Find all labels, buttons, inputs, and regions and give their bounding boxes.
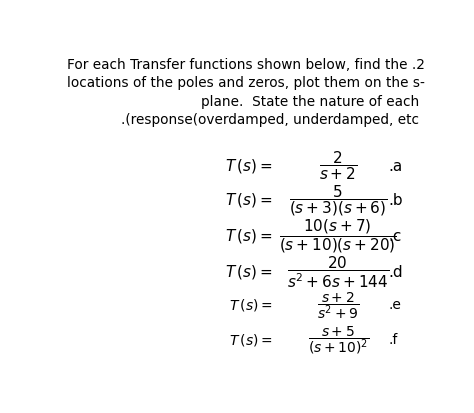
Text: $\dfrac{10(s+7)}{(s+10)(s+20)}$: $\dfrac{10(s+7)}{(s+10)(s+20)}$: [280, 217, 397, 254]
Text: .b: .b: [388, 192, 402, 207]
Text: $\dfrac{s+2}{s^{2}+9}$: $\dfrac{s+2}{s^{2}+9}$: [317, 289, 360, 320]
Text: $\mathit{T}\,(\mathit{s}) =$: $\mathit{T}\,(\mathit{s}) =$: [225, 263, 272, 280]
Text: $\mathit{T}\,(\mathit{s}) =$: $\mathit{T}\,(\mathit{s}) =$: [228, 297, 272, 313]
Text: .(response(overdamped, underdamped, etc: .(response(overdamped, underdamped, etc: [121, 113, 419, 127]
Text: $\mathit{T}\,(\mathit{s}) =$: $\mathit{T}\,(\mathit{s}) =$: [225, 227, 272, 244]
Text: $\mathit{T}\,(\mathit{s}) =$: $\mathit{T}\,(\mathit{s}) =$: [228, 332, 272, 348]
Text: $\mathit{T}\,(\mathit{s}) =$: $\mathit{T}\,(\mathit{s}) =$: [225, 157, 272, 175]
Text: .e: .e: [388, 298, 401, 311]
Text: $\mathit{T}\,(\mathit{s}) =$: $\mathit{T}\,(\mathit{s}) =$: [225, 191, 272, 209]
Text: $\dfrac{20}{s^{2}+6s+144}$: $\dfrac{20}{s^{2}+6s+144}$: [287, 254, 390, 289]
Text: .a: .a: [388, 158, 402, 173]
Text: plane.  State the nature of each: plane. State the nature of each: [201, 95, 419, 108]
Text: .f: .f: [388, 332, 397, 347]
Text: For each Transfer functions shown below, find the .2: For each Transfer functions shown below,…: [66, 57, 425, 71]
Text: $\dfrac{5}{(s+3)(s+6)}$: $\dfrac{5}{(s+3)(s+6)}$: [289, 182, 388, 217]
Text: locations of the poles and zeros, plot them on the s-: locations of the poles and zeros, plot t…: [66, 76, 425, 90]
Text: $\dfrac{s+5}{(s+10)^{2}}$: $\dfrac{s+5}{(s+10)^{2}}$: [308, 324, 369, 356]
Text: .d: .d: [388, 264, 402, 279]
Text: .c: .c: [388, 228, 401, 243]
Text: $\dfrac{2}{s+2}$: $\dfrac{2}{s+2}$: [319, 149, 357, 182]
